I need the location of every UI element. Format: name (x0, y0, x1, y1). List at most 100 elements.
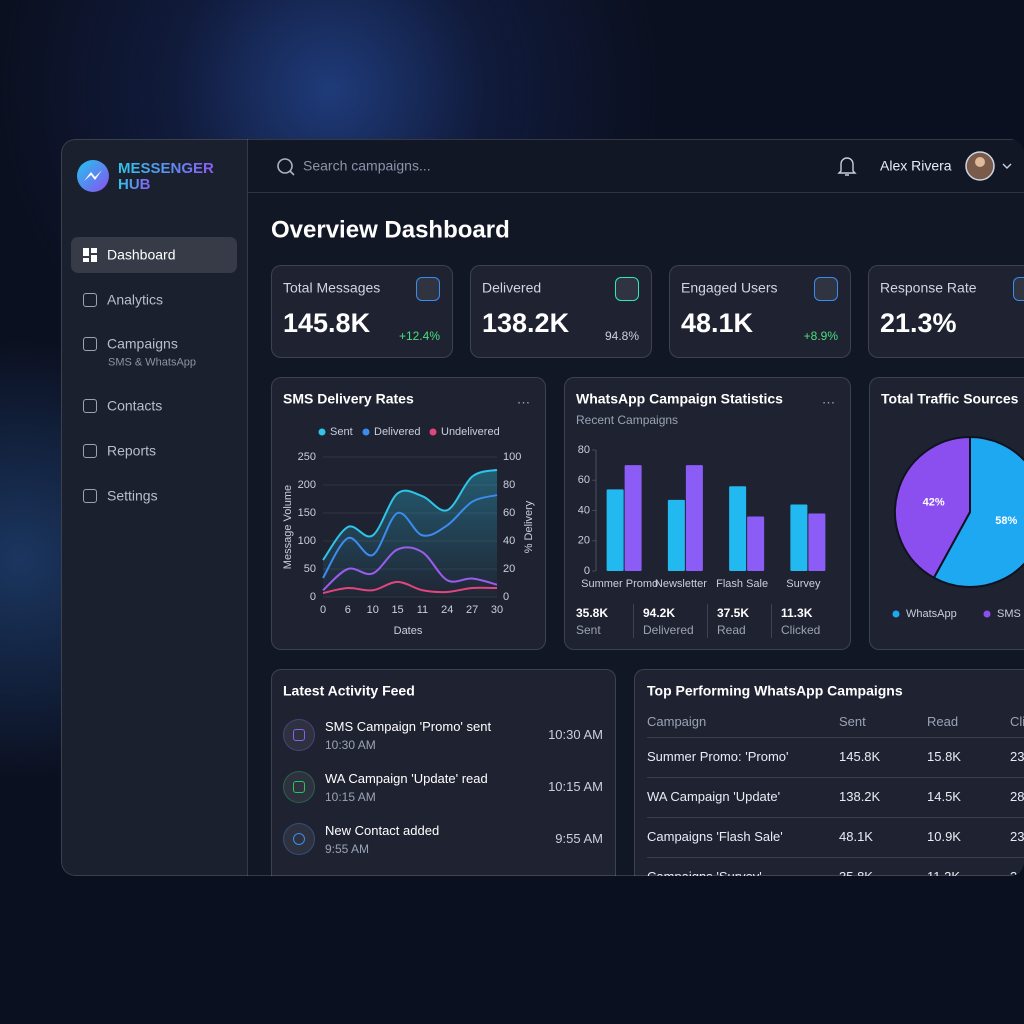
table-cell: 138.2K (839, 789, 881, 805)
bar (685, 465, 703, 571)
activity-sub: 9:55 AM (325, 841, 370, 856)
brand-name: MESSENGER (118, 160, 214, 177)
activity-icon (283, 719, 315, 751)
legend-swatch (318, 428, 326, 436)
nav-item[interactable]: Campaigns (107, 335, 178, 352)
y-tick-label: 100 (298, 535, 316, 547)
y2-tick-label: 20 (503, 563, 515, 575)
kpi-change: +12.4% (398, 328, 440, 343)
kpi-icon (416, 277, 440, 301)
stat-label: Read (717, 622, 746, 637)
chart-title: WhatsApp Campaign Statistics (576, 390, 783, 407)
activity-sub: 10:15 AM (325, 789, 376, 804)
table-cell: 23 (1010, 829, 1024, 845)
x-axis-label: Dates (394, 625, 423, 637)
y-axis-label: Message Volume (282, 485, 294, 569)
bell-icon[interactable] (837, 157, 857, 176)
user-menu-chevron[interactable] (1002, 163, 1012, 169)
table-cell: 30 (1010, 869, 1024, 885)
activity-card (271, 669, 616, 876)
line (322, 468, 498, 561)
table-header: Sent (839, 714, 866, 730)
stat-divider (707, 604, 708, 638)
nav-item[interactable]: Analytics (107, 291, 164, 308)
page-title: Overview Dashboard (271, 216, 510, 244)
y-tick-label: 0 (310, 591, 316, 603)
table-cell: 11.2K (927, 869, 961, 885)
stat-label: Clicked (781, 622, 821, 637)
x-tick-label: 24 (441, 604, 453, 616)
user-name[interactable]: Alex Rivera (880, 157, 952, 174)
x-tick-label: Newsletter (655, 578, 707, 590)
logo-bolt (84, 170, 102, 181)
pie-slice (932, 435, 1024, 588)
y2-tick-label: 40 (503, 535, 515, 547)
activity-icon (283, 771, 315, 803)
x-tick-label: Summer Promo (581, 578, 658, 590)
table-cell: WA Campaign 'Update' (647, 789, 781, 805)
kpi-value: 145.8K (283, 307, 371, 338)
kpi-label: Response Rate (880, 279, 977, 296)
y-tick-label: 50 (304, 563, 316, 575)
y-tick-label: 80 (578, 444, 590, 456)
y2-axis-label: % Delivery (523, 500, 535, 553)
bar (790, 504, 808, 571)
table-cell: 35.8K (839, 869, 873, 885)
row-divider (647, 817, 1024, 818)
y2-tick-label: 60 (503, 507, 515, 519)
line (322, 494, 498, 579)
legend-label: Delivered (374, 426, 420, 438)
nav-item[interactable]: Dashboard (107, 246, 176, 263)
table-cell: 10.9K (927, 829, 961, 845)
legend-label: Sent (330, 426, 353, 438)
table-cell: 28 (1010, 789, 1024, 805)
stat-value: 94.2K (643, 605, 676, 620)
x-tick-label: Flash Sale (716, 578, 768, 590)
bar (729, 486, 747, 571)
activity-sub: 10:30 AM (325, 737, 376, 752)
table-cell: Campaigns 'Flash Sale' (647, 829, 783, 845)
y-tick-label: 200 (298, 479, 316, 491)
activity-glyph (293, 781, 305, 793)
kpi-value: 48.1K (681, 307, 754, 338)
more-menu[interactable]: … (821, 390, 837, 407)
bar (747, 516, 765, 571)
nav-active-bg (71, 237, 237, 273)
search-input[interactable]: Search campaigns... (303, 157, 431, 174)
nav-icon (83, 337, 97, 351)
x-tick-label: 10 (367, 604, 379, 616)
nav-icon (83, 489, 97, 503)
kpi-value: 138.2K (482, 307, 570, 338)
area (323, 469, 497, 597)
nav-item[interactable]: Reports (107, 442, 157, 459)
y2-tick-label: 100 (503, 451, 521, 463)
kpi-card (868, 265, 1024, 358)
kpi-card (470, 265, 652, 358)
pie-slice (894, 435, 971, 580)
header-divider (248, 192, 1024, 193)
legend-swatch (983, 610, 991, 618)
card-title: Top Performing WhatsApp Campaigns (647, 682, 903, 699)
x-tick-label: 0 (320, 604, 326, 616)
y-tick-label: 40 (578, 504, 590, 516)
activity-text: SMS Campaign 'Promo' sent (325, 719, 492, 735)
avatar-face (975, 157, 985, 167)
kpi-label: Delivered (482, 279, 542, 296)
nav-item[interactable]: Settings (107, 487, 158, 504)
table-cell: Campaigns 'Survey' (647, 869, 762, 885)
y2-tick-label: 80 (503, 479, 515, 491)
line (322, 580, 498, 595)
table-card (634, 669, 1024, 876)
more-menu[interactable]: … (516, 390, 532, 407)
activity-time: 9:55 AM (555, 831, 603, 847)
legend-swatch (429, 428, 437, 436)
kpi-card (271, 265, 453, 358)
nav-item[interactable]: Contacts (107, 397, 163, 414)
kpi-change: +8.9% (803, 328, 838, 343)
app-panel (61, 139, 1024, 876)
kpi-icon (615, 277, 639, 301)
legend-swatch (892, 610, 900, 618)
kpi-icon (1013, 277, 1024, 301)
